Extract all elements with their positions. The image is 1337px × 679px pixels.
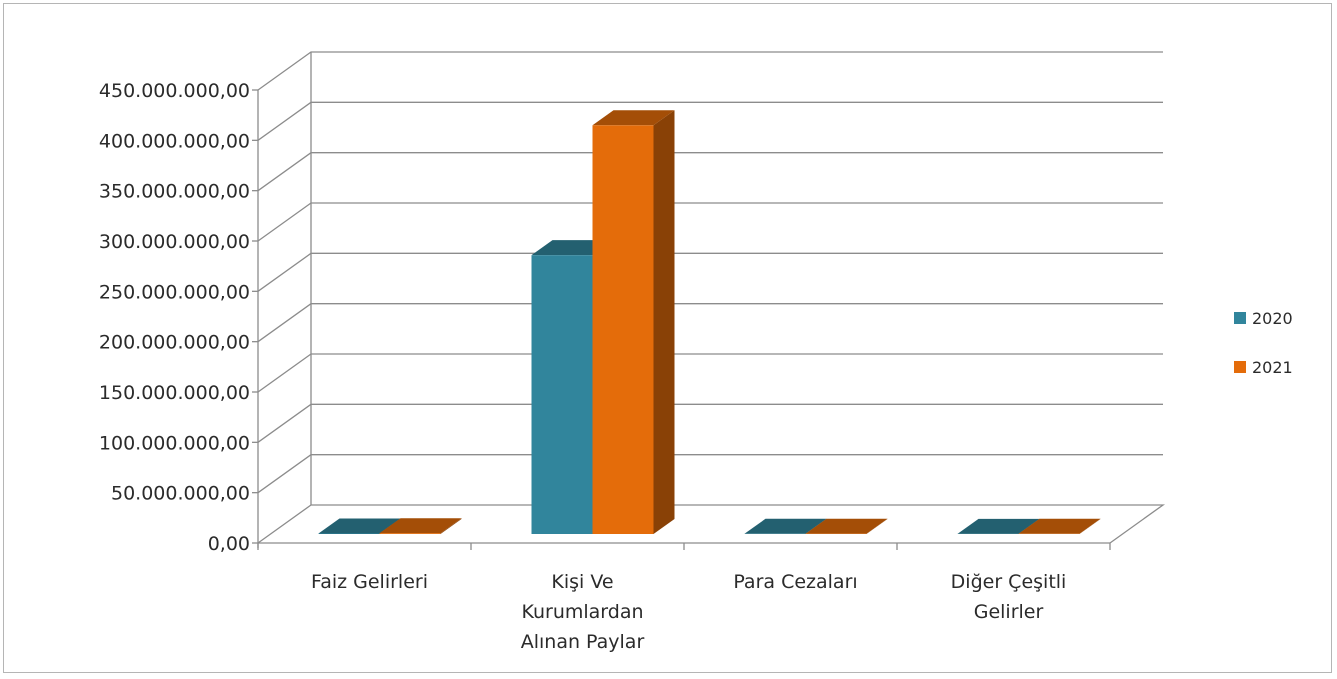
gridline xyxy=(257,252,1163,292)
y-tick-label: 300.000.000,00 xyxy=(99,231,250,253)
legend: 2020 2021 xyxy=(1234,309,1293,377)
bar-side xyxy=(653,110,675,534)
gridline xyxy=(257,303,1163,343)
bar-top xyxy=(1018,518,1101,534)
bar-front xyxy=(592,125,654,534)
bar xyxy=(379,518,462,534)
x-category-label: Diğer Çeşitli Gelirler xyxy=(951,571,1067,623)
y-tick-label: 0,00 xyxy=(208,533,250,555)
bar-front xyxy=(531,255,593,535)
bar-top xyxy=(379,518,462,534)
y-tick-label: 350.000.000,00 xyxy=(99,181,250,203)
bar xyxy=(1018,518,1101,534)
y-axis-tick-labels: 0,00 50.000.000,00 100.000.000,00 150.000.0… xyxy=(99,80,250,555)
gridline xyxy=(257,353,1163,393)
y-tick-label: 250.000.000,00 xyxy=(99,281,250,303)
x-category-label: Faiz Gelirleri xyxy=(311,571,428,593)
gridline xyxy=(257,101,1163,141)
legend-label: 2021 xyxy=(1252,358,1293,377)
legend-swatch xyxy=(1234,361,1246,373)
y-tick-label: 150.000.000,00 xyxy=(99,382,250,404)
y-tick-label: 50.000.000,00 xyxy=(111,483,250,505)
legend-label: 2020 xyxy=(1252,309,1293,328)
y-tick-label: 200.000.000,00 xyxy=(99,332,250,354)
y-tick-label: 100.000.000,00 xyxy=(99,432,250,454)
gridline xyxy=(257,454,1163,494)
x-axis-category-labels: Faiz Gelirleri Kişi Ve Kurumlardan Alınan P… xyxy=(311,571,1066,653)
gridline xyxy=(257,152,1163,192)
y-tick-label: 400.000.000,00 xyxy=(99,130,250,152)
bar-side xyxy=(1079,518,1101,534)
gridlines xyxy=(252,51,1163,550)
bar-side xyxy=(866,518,888,534)
bars xyxy=(318,110,1101,535)
x-category-label: Kişi Ve Kurumlardan Alınan Paylar xyxy=(521,571,645,653)
legend-swatch xyxy=(1234,312,1246,324)
bar-top xyxy=(318,518,401,534)
floor-outline xyxy=(257,504,1166,544)
bar xyxy=(805,518,888,534)
gridline xyxy=(257,202,1163,242)
gridline xyxy=(257,51,1163,91)
bar-front xyxy=(379,533,441,534)
chart-walls xyxy=(257,52,1166,548)
bar-top xyxy=(744,518,827,534)
bar-side xyxy=(440,518,462,534)
y-tick-label: 450.000.000,00 xyxy=(99,80,250,102)
x-category-label: Para Cezaları xyxy=(733,571,857,593)
bar-top xyxy=(592,110,675,126)
bar-front xyxy=(318,533,380,534)
bar-top xyxy=(805,518,888,534)
bar-top xyxy=(957,518,1040,534)
gridline xyxy=(257,403,1163,443)
bar xyxy=(592,110,675,534)
